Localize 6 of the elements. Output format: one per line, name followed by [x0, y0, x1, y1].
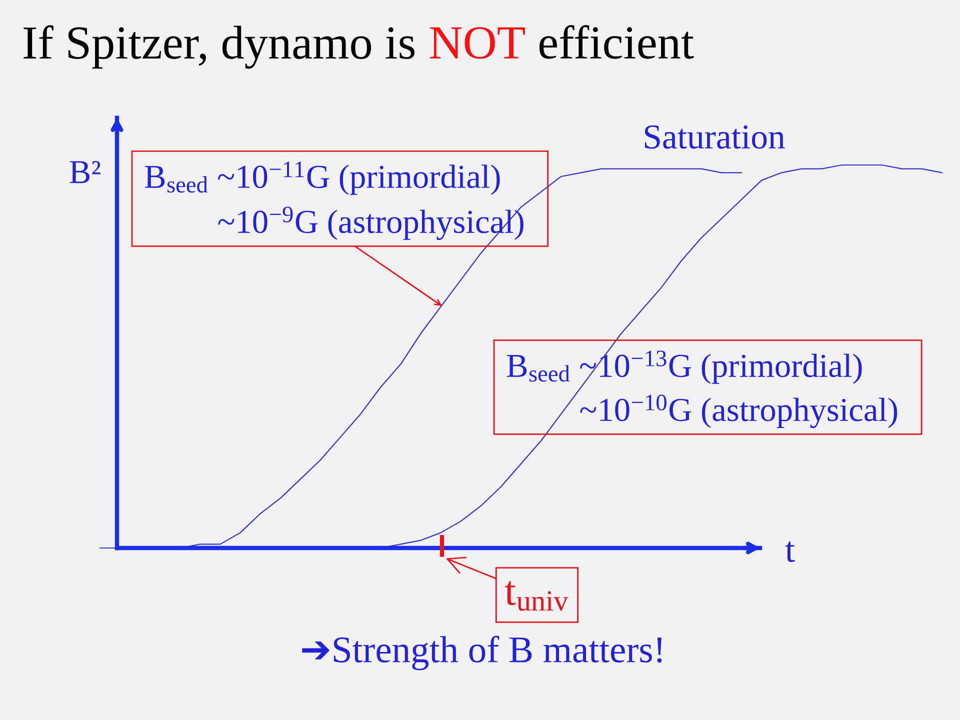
y-axis-title: B² — [70, 161, 100, 184]
chart-title: If Spitzer, dynamo is NOT efficient — [24, 25, 694, 69]
x-axis-title: t — [785, 541, 795, 562]
text: ➔Strength of B matters! — [302, 636, 662, 670]
text: t$_{univ}$ — [504, 581, 568, 611]
text: Saturation — [644, 125, 785, 149]
